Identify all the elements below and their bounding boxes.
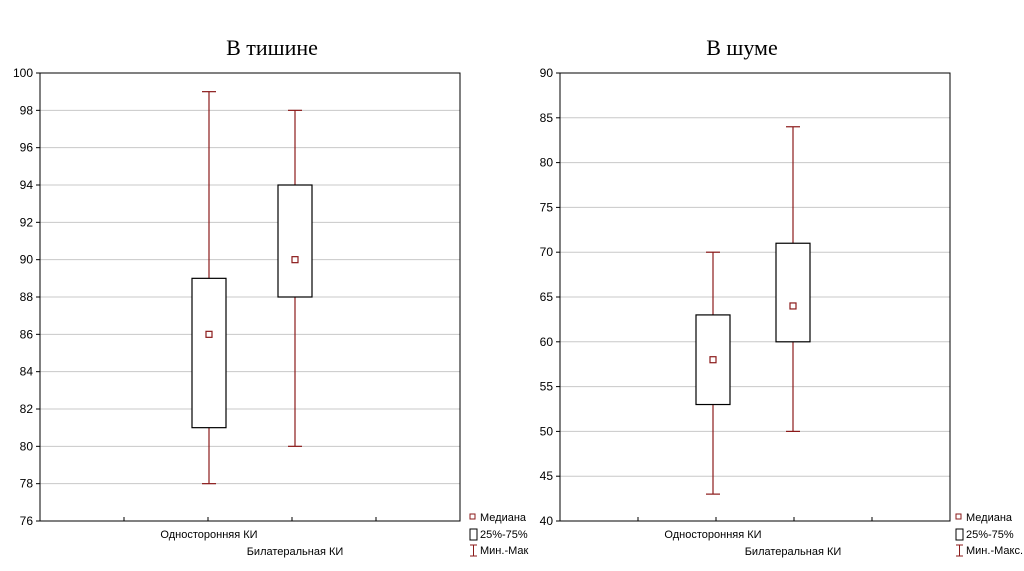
legend-whisker-label: Мин.-Мак [480, 545, 529, 557]
legend-box-swatch [955, 528, 964, 541]
iqr-box [191, 277, 227, 429]
category-label: Односторонняя КИ [664, 529, 761, 541]
chart-title: В шуме [706, 35, 778, 60]
y-tick-label: 76 [20, 514, 34, 528]
y-tick-label: 94 [20, 178, 34, 192]
legend: Медиана 25%-75% Мин.-Макс. [955, 512, 1023, 557]
box-1 [695, 251, 731, 495]
legend-median-swatch [469, 513, 476, 520]
y-tick-label: 80 [20, 439, 34, 453]
category-label: Билатеральная КИ [247, 546, 344, 558]
y-tick-label: 98 [20, 103, 34, 117]
y-tick-label: 96 [20, 141, 34, 155]
y-tick-label: 92 [20, 215, 34, 229]
box-2 [775, 126, 811, 432]
chart-title: В тишине [226, 35, 318, 60]
y-tick-label: 45 [540, 469, 554, 483]
y-tick-label: 86 [20, 327, 34, 341]
legend-whisker-label: Мин.-Макс. [966, 545, 1023, 557]
y-tick-label: 70 [540, 245, 554, 259]
legend-box-label: 25%-75% [480, 529, 528, 541]
median-marker [291, 256, 299, 264]
y-tick-label: 100 [13, 66, 33, 80]
median-marker [789, 302, 797, 310]
legend-median-label: Медиана [480, 512, 527, 524]
legend-box-label: 25%-75% [966, 529, 1014, 541]
y-tick-label: 90 [20, 253, 34, 267]
plot-frame [39, 72, 461, 522]
y-tick-label: 50 [540, 424, 554, 438]
y-tick-label: 40 [540, 514, 554, 528]
y-tick-label: 65 [540, 290, 554, 304]
legend-box-swatch [469, 528, 478, 541]
category-label: Односторонняя КИ [160, 529, 257, 541]
y-tick-label: 80 [540, 156, 554, 170]
box-2 [277, 109, 313, 447]
y-tick-label: 55 [540, 380, 554, 394]
category-label: Билатеральная КИ [745, 546, 842, 558]
median-marker [709, 356, 717, 364]
median-marker [205, 330, 213, 338]
y-tick-label: 84 [20, 365, 34, 379]
y-tick-label: 60 [540, 335, 554, 349]
y-tick-label: 78 [20, 477, 34, 491]
legend-median-label: Медиана [966, 512, 1013, 524]
y-tick-label: 85 [540, 111, 554, 125]
legend-median-swatch [955, 513, 962, 520]
legend: Медиана 25%-75% Мин.-Мак [469, 512, 529, 557]
iqr-box [775, 242, 811, 343]
y-tick-label: 82 [20, 402, 34, 416]
chart-panel-1: В тишине 76 78 80 82 84 86 88 90 92 94 96 98 100 Однос… [13, 35, 529, 558]
iqr-box [277, 184, 313, 298]
y-tick-label: 75 [540, 200, 554, 214]
chart-panel-2: В шуме 40 45 50 55 60 65 70 75 80 85 90 Одностороння… [540, 35, 1023, 558]
y-tick-label: 90 [540, 66, 554, 80]
plot-frame [559, 72, 951, 522]
y-tick-label: 88 [20, 290, 34, 304]
box-1 [191, 91, 227, 485]
